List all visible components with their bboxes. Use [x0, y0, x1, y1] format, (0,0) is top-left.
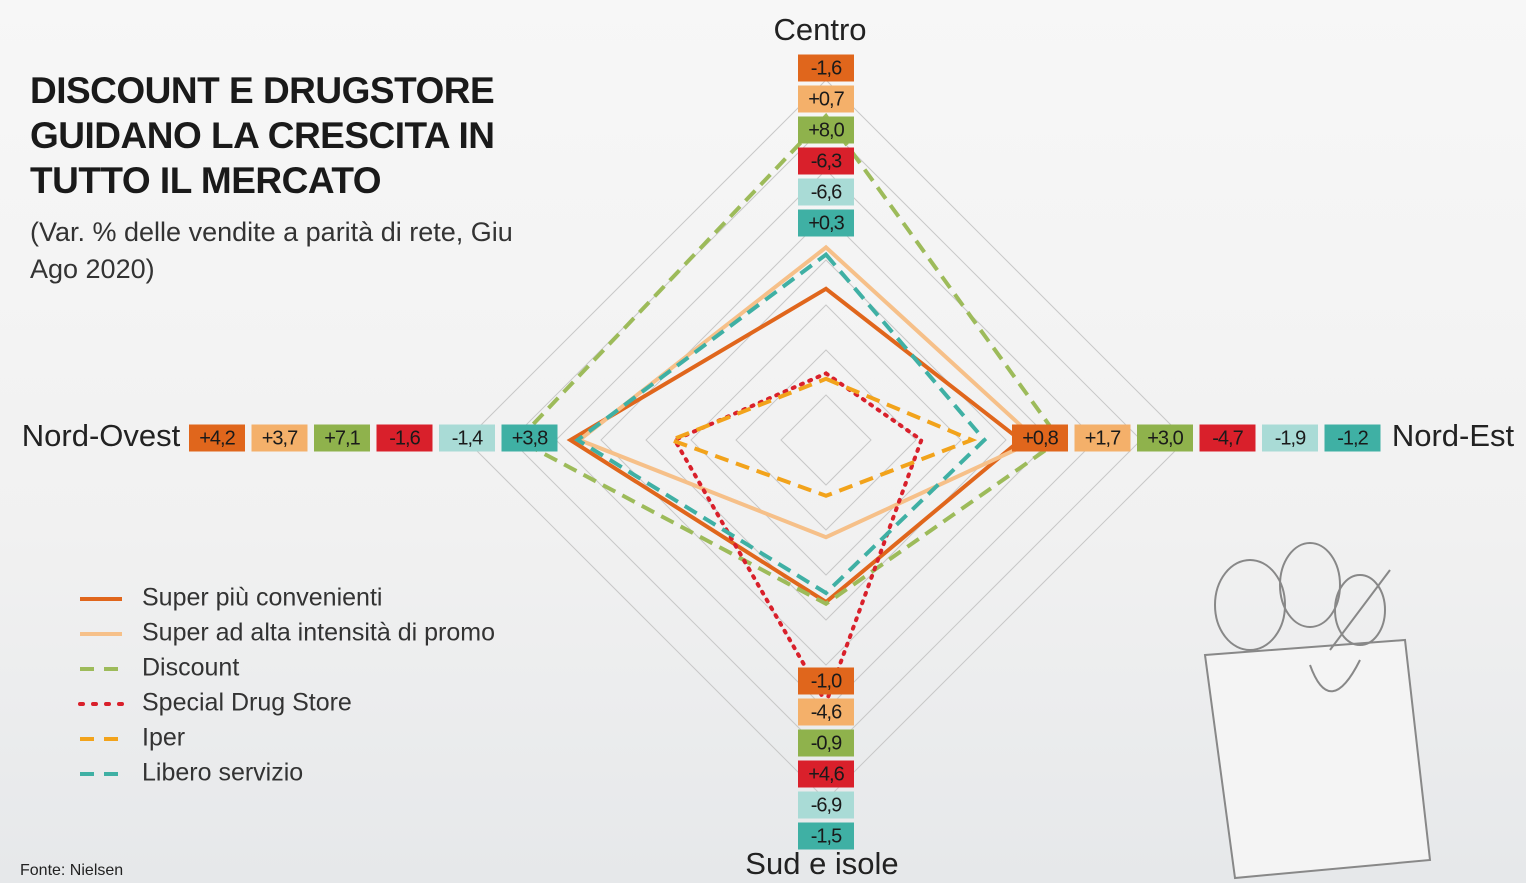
category-label: Nord-Est [1392, 418, 1515, 453]
value-label: +0,7 [808, 88, 844, 110]
value-label: +4,2 [199, 427, 235, 449]
value-box [1012, 424, 1068, 452]
value-label: -1,0 [811, 670, 842, 692]
value-box [798, 54, 854, 82]
value-label: -6,3 [811, 150, 842, 172]
series-line [574, 251, 988, 596]
category-label: Centro [773, 12, 866, 47]
chart-title: DISCOUNT E DRUGSTORE GUIDANO LA CRESCITA… [30, 70, 495, 201]
value-label: -6,6 [811, 181, 842, 203]
ring [645, 259, 1007, 621]
value-box [1324, 424, 1381, 452]
category-label: Nord-Ovest [22, 418, 181, 453]
bag-illustration [1203, 542, 1432, 880]
value-box [798, 147, 854, 175]
value-box [798, 791, 854, 819]
value-label: -0,9 [811, 732, 842, 754]
value-box [798, 85, 854, 113]
value-label: -1,4 [452, 427, 483, 449]
series-line [514, 112, 1063, 607]
value-label: +1,7 [1085, 427, 1121, 449]
value-box [798, 822, 854, 850]
value-box [1199, 424, 1256, 452]
value-box [798, 729, 854, 757]
value-label: -1,6 [389, 427, 420, 449]
value-box [439, 424, 495, 452]
category-label: Sud e isole [745, 846, 898, 881]
series-line [665, 376, 978, 498]
value-label: +0,8 [1022, 427, 1058, 449]
value-label: +3,0 [1147, 427, 1183, 449]
value-box [251, 424, 308, 452]
value-label: -4,7 [1212, 427, 1243, 449]
value-box [1074, 424, 1131, 452]
value-box [189, 424, 245, 452]
value-label: +4,6 [808, 763, 844, 785]
value-label: -1,9 [1275, 427, 1306, 449]
value-box [798, 116, 854, 144]
value-box [1262, 424, 1318, 452]
value-label: -4,6 [811, 701, 842, 723]
value-label: +3,8 [512, 427, 548, 449]
value-box [376, 424, 433, 452]
value-box [798, 760, 854, 788]
legend-label: Discount [142, 654, 239, 682]
legend-label: Super ad alta intensità di promo [142, 619, 495, 647]
legend-label: Super più convenienti [142, 584, 382, 612]
value-box [798, 667, 854, 695]
chart-subtitle: (Var. % delle vendite a parità di rete, … [30, 217, 513, 284]
ring [735, 349, 917, 531]
value-label: -1,5 [811, 825, 842, 847]
value-label: +7,1 [324, 427, 360, 449]
value-label: +8,0 [808, 119, 844, 141]
value-box [1137, 424, 1193, 452]
value-box [798, 698, 854, 726]
value-label: +3,7 [262, 427, 298, 449]
value-box [314, 424, 370, 452]
source: Fonte: Nielsen [20, 862, 124, 879]
value-label: -1,6 [811, 57, 842, 79]
value-box [798, 209, 854, 237]
value-label: +0,3 [808, 212, 844, 234]
ring [780, 394, 872, 486]
value-label: -6,9 [811, 794, 842, 816]
legend-label: Iper [142, 724, 185, 752]
value-box [501, 424, 558, 452]
ring [690, 304, 962, 576]
legend-label: Libero servizio [142, 759, 303, 787]
legend-label: Special Drug Store [142, 689, 352, 717]
value-box [798, 178, 854, 206]
value-label: -1,2 [1337, 427, 1368, 449]
